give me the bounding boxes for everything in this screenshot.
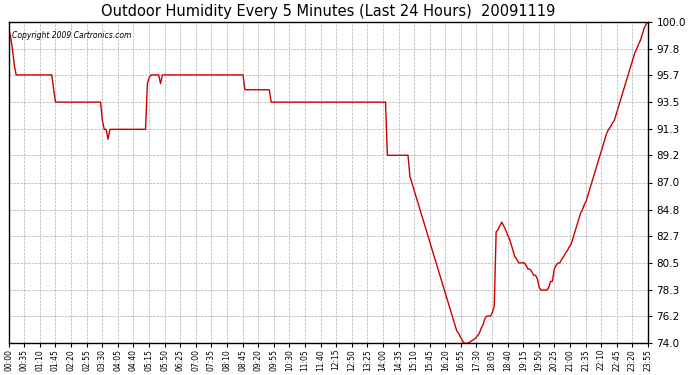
Text: Copyright 2009 Cartronics.com: Copyright 2009 Cartronics.com [12,32,131,40]
Title: Outdoor Humidity Every 5 Minutes (Last 24 Hours)  20091119: Outdoor Humidity Every 5 Minutes (Last 2… [101,4,555,19]
